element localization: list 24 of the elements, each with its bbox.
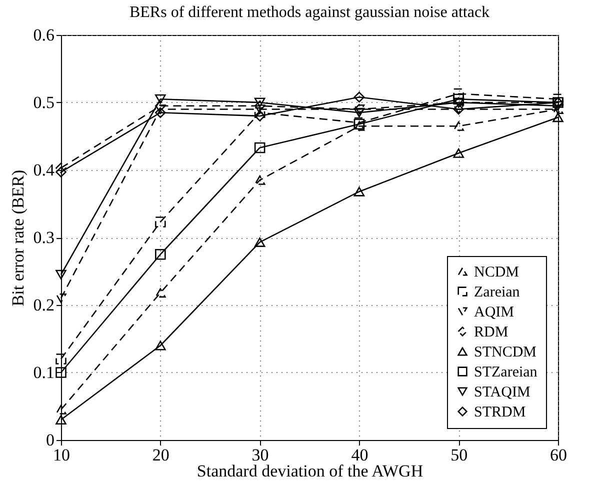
x-tick-label: 40: [351, 446, 368, 464]
legend-label: STNCDM: [474, 344, 537, 360]
y-tick-label: 0.5: [33, 93, 54, 112]
legend-label: STZareian: [474, 364, 538, 380]
x-axis-title: Standard deviation of the AWGH: [196, 462, 424, 480]
x-tick-label: 20: [152, 446, 170, 464]
legend-label: STRDM: [474, 404, 526, 420]
x-tick-label: 60: [550, 446, 567, 464]
y-tick-label: 0.6: [33, 26, 54, 44]
y-tick-label: 0.2: [33, 296, 54, 314]
x-tick-label: 50: [450, 446, 468, 464]
x-tick-label: 10: [53, 446, 70, 464]
y-tick-label: 0: [46, 430, 54, 450]
legend-label: NCDM: [474, 264, 520, 280]
legend-label: AQIM: [474, 304, 514, 320]
y-tick-label: 0.3: [33, 228, 54, 247]
x-tick-label: 30: [252, 446, 269, 464]
legend-label: Zareian: [474, 284, 520, 300]
y-tick-label: 0.4: [33, 160, 55, 180]
chart-title: BERs of different methods against gaussian noise attack: [129, 4, 490, 21]
legend-label: RDM: [474, 324, 508, 340]
y-tick-label: 0.1: [33, 363, 54, 382]
legend-label: STAQIM: [474, 384, 530, 400]
y-axis-title: Bit error rate (BER): [8, 170, 28, 306]
